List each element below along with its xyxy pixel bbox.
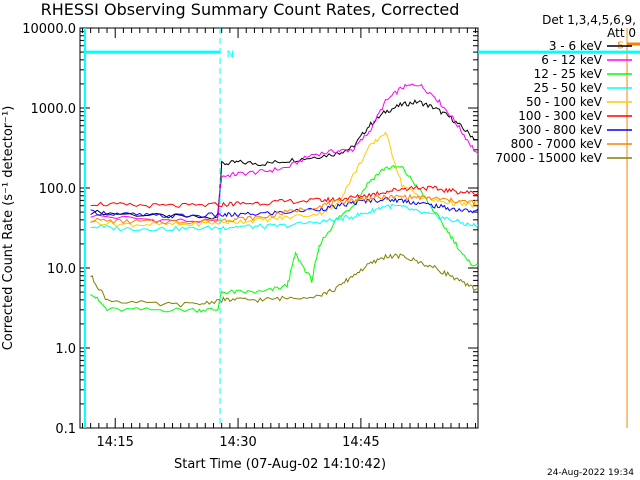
y-tick-label: 100.0	[39, 182, 76, 197]
y-axis: 10000.0 1000.0 100.0 10.0 1.0 0.1	[22, 22, 478, 437]
legend-header: Det 1,3,4,5,6,9,	[542, 13, 636, 27]
legend-entry: 6 - 12 keV	[541, 53, 603, 67]
x-tick-label: 14:45	[342, 435, 379, 450]
series-line	[90, 164, 478, 313]
x-tick-label: 14:15	[96, 435, 133, 450]
plot-border	[79, 27, 479, 429]
timestamp: 24-Aug-2022 19:34	[546, 468, 634, 478]
y-tick-label: 10000.0	[22, 22, 76, 37]
y-tick-label: 1.0	[55, 342, 76, 357]
y-axis-label: Corrected Count Rate (s⁻¹ detector⁻¹)	[1, 106, 16, 351]
plot-frame	[79, 27, 479, 429]
series-line	[90, 193, 478, 225]
legend-entry: 12 - 25 keV	[534, 67, 603, 81]
x-axis: 14:15 14:30 14:45	[81, 28, 477, 450]
series-line	[90, 253, 478, 308]
legend-entry: 800 - 7000 keV	[511, 137, 603, 151]
annotation-label: N	[227, 50, 234, 61]
series-layer	[90, 83, 478, 313]
legend-header: Att 0	[607, 26, 636, 40]
series-line	[90, 131, 478, 228]
series-line	[90, 185, 478, 209]
series-line	[90, 99, 478, 220]
y-tick-label: 0.1	[55, 422, 76, 437]
series-line	[90, 203, 478, 232]
legend-entry: 100 - 300 keV	[518, 109, 602, 123]
legend-entry: 7000 - 15000 keV	[495, 151, 602, 165]
annotation-layer: NS	[83, 28, 640, 428]
chart-title: RHESSI Observing Summary Count Rates, Co…	[40, 0, 460, 19]
y-tick-label: 10.0	[47, 262, 76, 277]
legend-entry: 300 - 800 keV	[518, 123, 602, 137]
legend-entry: 50 - 100 keV	[526, 95, 603, 109]
series-line	[90, 83, 478, 223]
legend-entry: 25 - 50 keV	[534, 81, 603, 95]
x-tick-label: 14:30	[219, 435, 256, 450]
y-tick-label: 1000.0	[31, 102, 77, 117]
legend-entry: 3 - 6 keV	[549, 39, 603, 53]
x-axis-label: Start Time (07-Aug-02 14:10:42)	[174, 457, 386, 472]
